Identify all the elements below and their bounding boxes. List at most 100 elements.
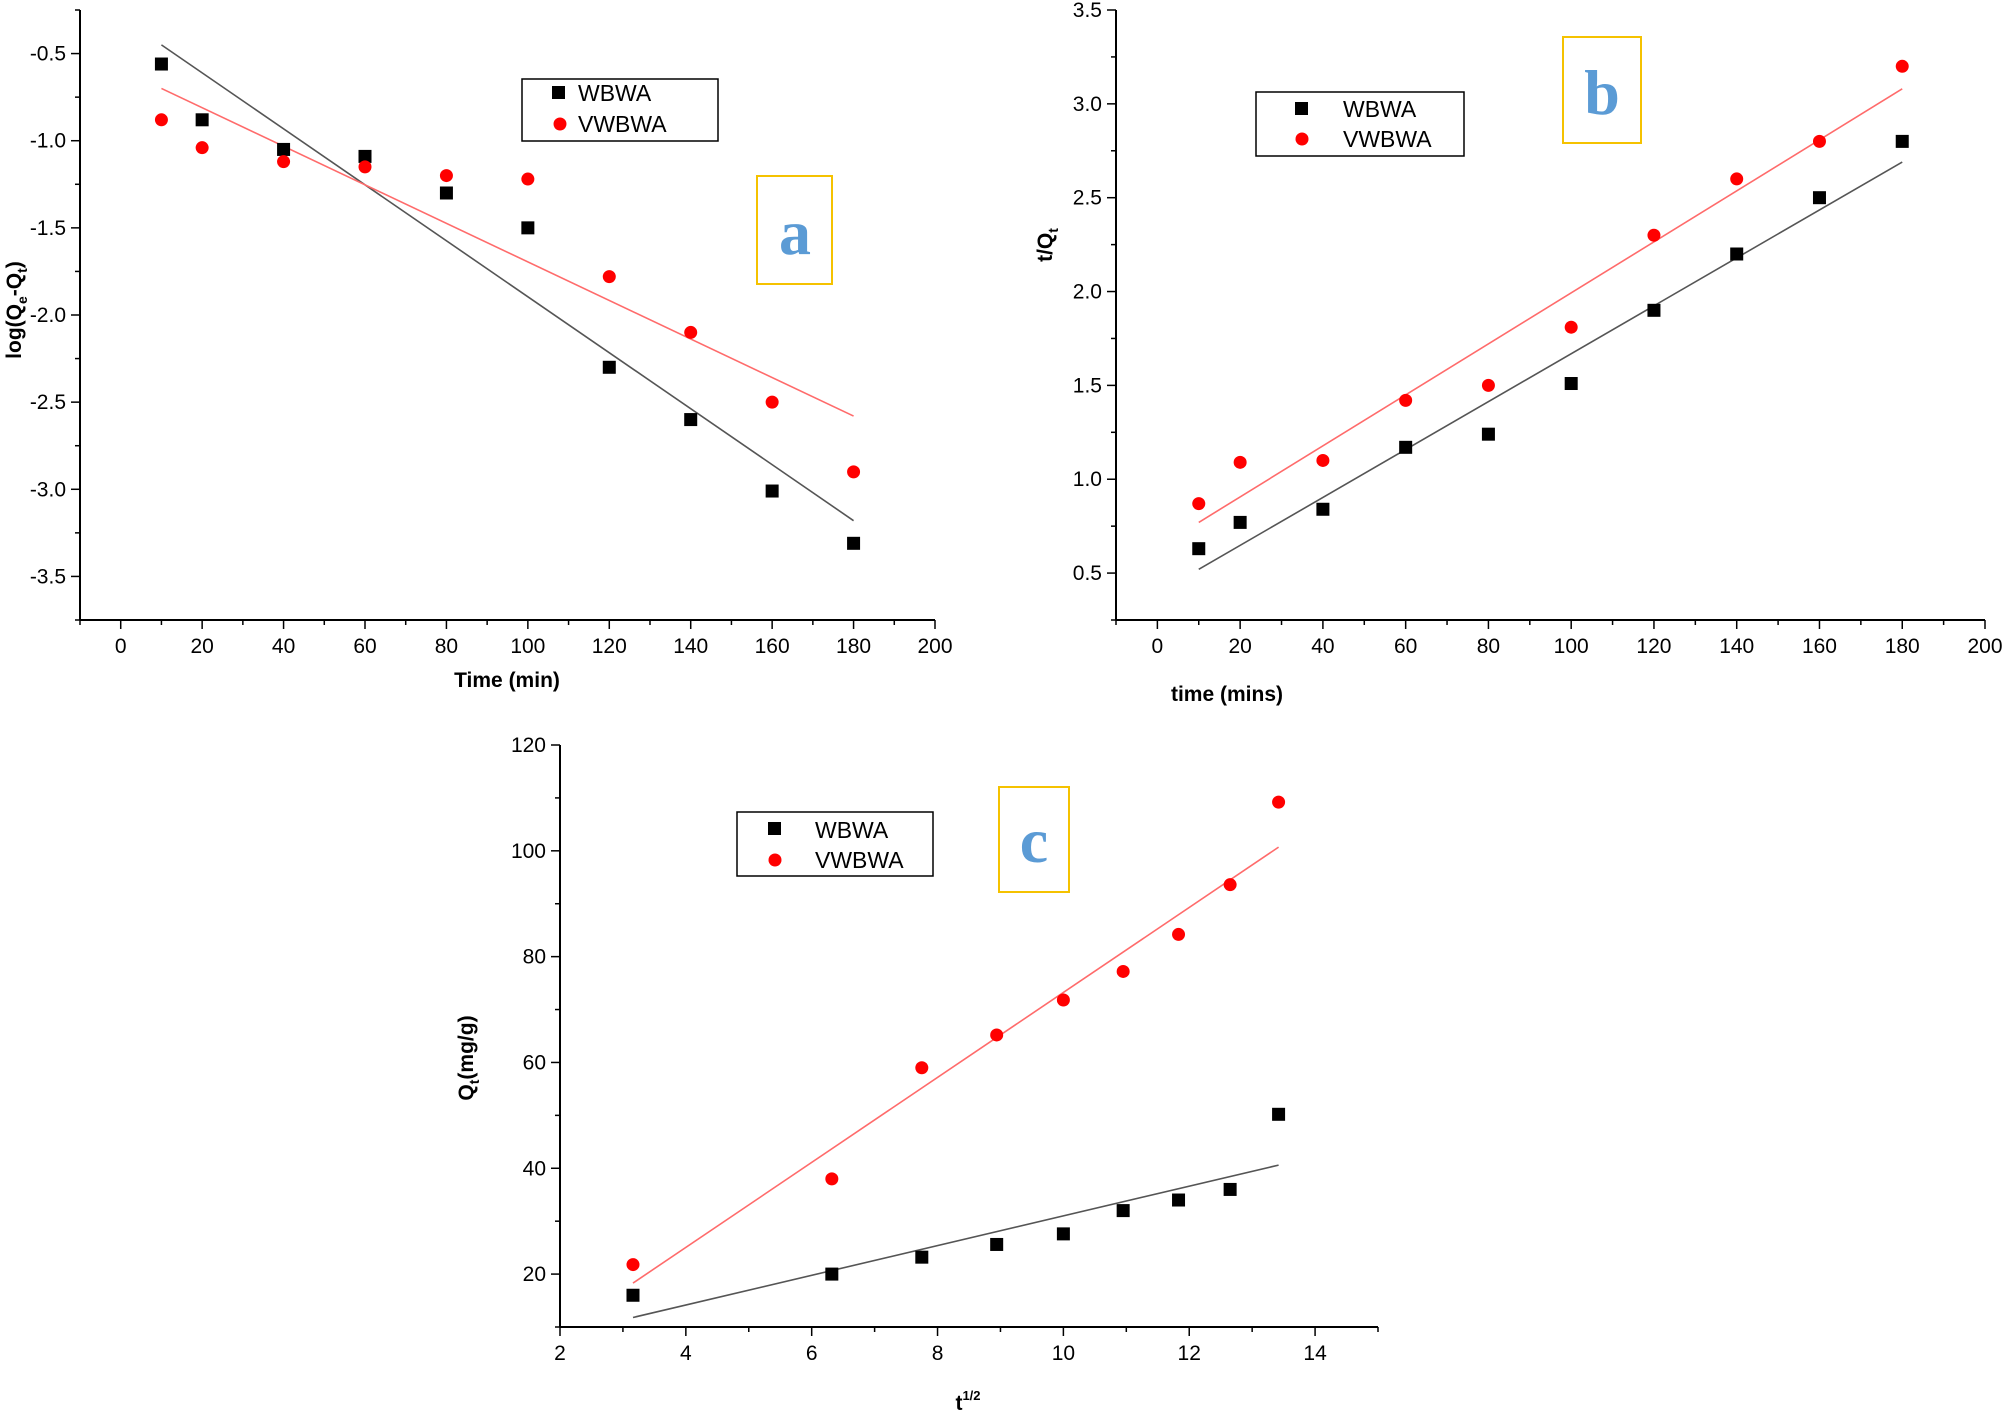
panel-a-x-tick-label: 20 <box>190 635 213 658</box>
panel-a-x-tick-label: 200 <box>917 635 952 658</box>
panel-a-point-wbwa <box>277 142 291 156</box>
panel-b-point-vwbwa <box>1647 228 1661 242</box>
panel-b-legend-label-wbwa: WBWA <box>1343 96 1417 122</box>
panel-a-y-tick-label: -2.0 <box>30 304 66 327</box>
panel-c-x-tick-label: 8 <box>932 1342 944 1365</box>
panel-b-legend-marker-wbwa <box>1295 102 1308 115</box>
panel-b-x-tick-label: 180 <box>1885 635 1920 658</box>
panel-a-legend-marker-wbwa <box>552 86 565 99</box>
panel-a-x-tick-label: 180 <box>836 635 871 658</box>
panel-c-x-axis-title: t1/2 <box>955 1388 980 1415</box>
panel-a-x-tick-label: 140 <box>673 635 708 658</box>
panel-a-legend-label-vwbwa: VWBWA <box>578 111 667 137</box>
panel-c-x-tick-label: 10 <box>1052 1342 1075 1365</box>
panel-b-x-tick-label: 0 <box>1152 635 1164 658</box>
panel-c-y-axis-title: Qt(mg/g) <box>455 1015 482 1100</box>
panel-a-point-vwbwa <box>684 325 698 339</box>
panel-c-point-vwbwa <box>915 1061 929 1075</box>
panel-b-legend-label-vwbwa: VWBWA <box>1343 126 1432 152</box>
panel-c-y-tick-label: 20 <box>523 1263 546 1286</box>
panel-a-fit-line-vwbwa <box>161 87 854 417</box>
panel-b-legend: WBWA VWBWA <box>1255 91 1465 157</box>
panel-b-label-letter: b <box>1584 57 1620 128</box>
panel-a-point-wbwa <box>195 113 209 127</box>
panel-b-point-wbwa <box>1647 303 1661 317</box>
panel-c-fit-line-vwbwa <box>632 846 1280 1284</box>
panel-a-point-vwbwa <box>154 113 168 127</box>
panel-c-point-vwbwa <box>1056 993 1070 1007</box>
panel-b-point-vwbwa <box>1812 134 1826 148</box>
panel-c-y-tick-label: 120 <box>511 734 546 757</box>
panel-b-x-tick-label: 100 <box>1554 635 1589 658</box>
panel-c-point-wbwa <box>1223 1182 1237 1196</box>
panel-c-y-tick-label: 40 <box>523 1157 546 1180</box>
panel-b-y-tick-label: 1.0 <box>1073 468 1102 491</box>
panel-a-point-vwbwa <box>847 465 861 479</box>
panel-b-legend-marker-vwbwa <box>1295 132 1309 146</box>
panel-c-point-vwbwa <box>825 1172 839 1186</box>
panel-c-chart: 2 4 6 8 10 12 14 20 40 60 80 100 120 t1/2 Qt(mg/g) W… <box>455 734 1379 1415</box>
panel-a-x-tick-label: 160 <box>755 635 790 658</box>
panel-a-y-tick-label: -1.5 <box>30 217 66 240</box>
panel-b-point-wbwa <box>1399 440 1413 454</box>
panel-c-x-tick-label: 14 <box>1303 1342 1327 1365</box>
panel-b-point-vwbwa <box>1895 59 1909 73</box>
panel-c-point-wbwa <box>1056 1227 1070 1241</box>
panel-a-y-tick-label: -3.0 <box>30 478 66 501</box>
panel-c-point-vwbwa <box>1223 878 1237 892</box>
panel-c-x-tick-label: 4 <box>680 1342 692 1365</box>
panel-c-legend-label-vwbwa: VWBWA <box>815 847 904 873</box>
panel-b-y-tick-label: 0.5 <box>1073 562 1102 585</box>
panel-a-label-letter: a <box>779 197 811 268</box>
panel-b-point-wbwa <box>1730 247 1744 261</box>
panel-b-label-box <box>1562 36 1642 144</box>
panel-a-point-wbwa <box>684 413 698 427</box>
panel-a-y-tick-label: -3.5 <box>30 565 66 588</box>
panel-b-y-tick-label: 2.5 <box>1073 187 1102 210</box>
panel-a-point-vwbwa <box>521 172 535 186</box>
panel-a-point-vwbwa <box>195 141 209 155</box>
panel-a-x-tick-label: 100 <box>510 635 545 658</box>
panel-b-point-wbwa <box>1192 542 1206 556</box>
panel-c-legend-label-wbwa: WBWA <box>815 817 889 843</box>
panel-a-label-box <box>756 175 833 285</box>
panel-a-point-vwbwa <box>602 270 616 284</box>
panel-a-x-tick-label: 60 <box>353 635 376 658</box>
panel-a-x-axis-title: Time (min) <box>454 669 560 692</box>
panel-c-point-vwbwa <box>1116 964 1130 978</box>
panel-b-point-vwbwa <box>1399 393 1413 407</box>
panel-b-point-vwbwa <box>1730 172 1744 186</box>
panel-b-y-tick-label: 2.0 <box>1073 281 1102 304</box>
panel-a-point-wbwa <box>847 536 861 550</box>
panel-b-x-tick-label: 200 <box>1967 635 2002 658</box>
panel-c-x-tick-label: 12 <box>1178 1342 1201 1365</box>
panel-a-y-tick-label: -2.5 <box>30 391 66 414</box>
panel-b-point-vwbwa <box>1233 455 1247 469</box>
panel-b-point-wbwa <box>1895 134 1909 148</box>
panel-b-fit-line-vwbwa <box>1198 88 1903 524</box>
panel-c-plot-area: 2 4 6 8 10 12 14 20 40 60 80 100 120 <box>511 734 1379 1365</box>
panel-c-label-letter: c <box>1020 805 1048 876</box>
panel-a-point-wbwa <box>602 360 616 374</box>
panel-b-legend-box <box>1255 91 1465 157</box>
panel-c-y-tick-label: 80 <box>523 946 546 969</box>
panel-c-y-tick-label: 100 <box>511 840 546 863</box>
panel-b-chart: 0 20 40 60 80 100 120 140 160 180 200 0.5 1.0 1.5 2.0 2… <box>1034 0 2003 706</box>
panel-a-fit-line-wbwa <box>160 44 855 522</box>
panel-c-fit-line-wbwa <box>632 1164 1279 1319</box>
panel-b-label: b <box>1562 36 1642 144</box>
panel-c-point-wbwa <box>990 1237 1004 1251</box>
panel-b-point-wbwa <box>1564 377 1578 391</box>
panel-c-label: c <box>998 786 1070 893</box>
panel-a-point-vwbwa <box>277 155 291 169</box>
panel-c-x-tick-label: 6 <box>806 1342 818 1365</box>
panel-b-x-tick-label: 160 <box>1802 635 1837 658</box>
panel-b-fit-line-wbwa <box>1198 161 1903 571</box>
panel-b-y-axis-title: t/Qt <box>1034 228 1061 262</box>
panel-a-y-axis-title: log(Qe-Qt) <box>3 261 30 359</box>
panel-c-point-wbwa <box>1272 1107 1286 1121</box>
panel-c-point-wbwa <box>915 1250 929 1264</box>
panel-b-point-vwbwa <box>1481 378 1495 392</box>
panel-a-point-vwbwa <box>358 160 372 174</box>
